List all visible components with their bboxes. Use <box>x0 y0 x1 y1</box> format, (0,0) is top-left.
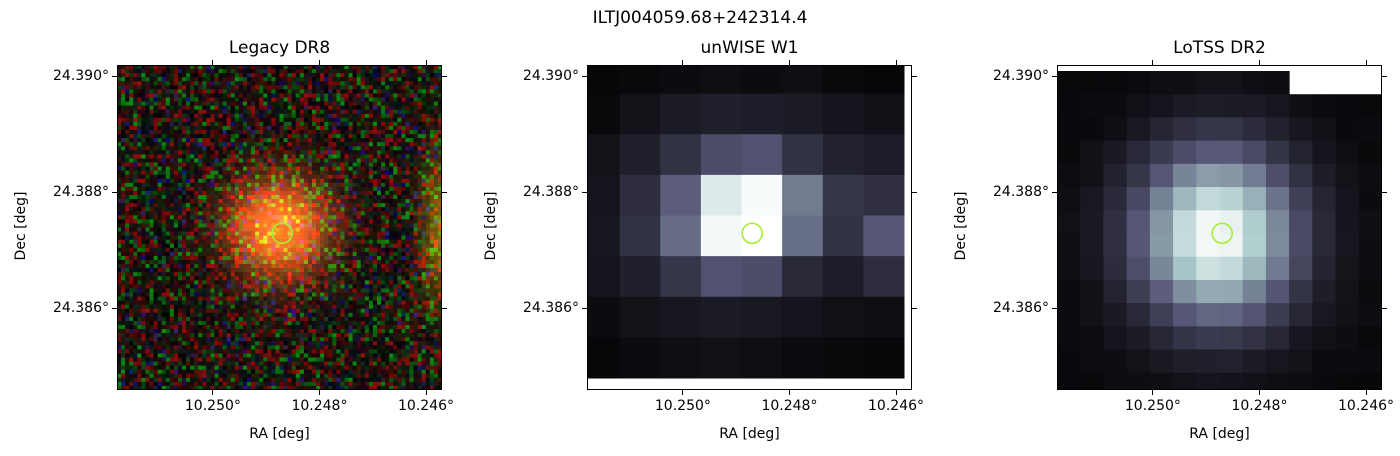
x-tick-mark-top <box>1152 60 1154 65</box>
y-tick-label: 24.386° <box>523 299 579 316</box>
x-tick-mark <box>895 390 897 395</box>
y-tick-mark-right <box>912 308 917 310</box>
x-tick-mark-top <box>425 60 427 65</box>
y-tick-mark <box>112 308 117 310</box>
y-tick-mark-right <box>1382 308 1387 310</box>
y-tick-mark-right <box>912 76 917 78</box>
axes-frame <box>1057 65 1382 390</box>
x-tick-mark-top <box>682 60 684 65</box>
x-tick-label: 10.250° <box>654 398 711 414</box>
y-tick-mark <box>582 308 587 310</box>
x-tick-label: 10.246° <box>868 398 925 414</box>
axes-frame <box>117 65 442 390</box>
x-tick-label: 10.250° <box>184 398 241 414</box>
x-tick-mark <box>212 390 214 395</box>
x-tick-mark <box>788 390 790 395</box>
y-tick-mark <box>112 192 117 194</box>
y-tick-mark-right <box>912 192 917 194</box>
panel-title-legacy: Legacy DR8 <box>228 38 331 58</box>
unwise-pixels <box>587 65 905 379</box>
panel-title-lotss: LoTSS DR2 <box>1173 38 1266 58</box>
x-tick-mark <box>682 390 684 395</box>
optical-pixels <box>117 65 442 390</box>
y-tick-mark <box>582 76 587 78</box>
x-axis-label-legacy: RA [deg] <box>249 426 310 442</box>
y-tick-label: 24.390° <box>523 67 579 84</box>
y-tick-label: 24.386° <box>993 299 1049 316</box>
source-marker-circle <box>741 222 763 245</box>
legacy-image-axes <box>117 65 442 390</box>
x-tick-mark <box>1152 390 1154 395</box>
y-tick-mark <box>1052 76 1057 78</box>
unwise-image-axes <box>587 65 912 390</box>
x-tick-mark-top <box>318 60 320 65</box>
figure-title: ILTJ004059.68+242314.4 <box>592 8 808 28</box>
image-svg <box>1057 65 1382 390</box>
y-tick-mark-right <box>1382 192 1387 194</box>
x-tick-mark-top <box>788 60 790 65</box>
x-tick-mark-top <box>1258 60 1260 65</box>
x-tick-label: 10.246° <box>1338 398 1395 414</box>
x-tick-mark <box>318 390 320 395</box>
y-tick-mark-right <box>442 308 447 310</box>
y-tick-label: 24.386° <box>53 299 109 316</box>
axes-frame <box>587 65 912 390</box>
y-tick-label: 24.388° <box>993 183 1049 200</box>
y-tick-label: 24.390° <box>993 67 1049 84</box>
x-axis-label-lotss: RA [deg] <box>1189 426 1250 442</box>
y-tick-mark-right <box>1382 76 1387 78</box>
source-marker-circle <box>271 222 293 245</box>
y-tick-mark <box>582 192 587 194</box>
y-tick-mark-right <box>442 76 447 78</box>
y-tick-label: 24.388° <box>53 183 109 200</box>
y-tick-label: 24.388° <box>523 183 579 200</box>
x-tick-mark-top <box>212 60 214 65</box>
x-tick-mark <box>1365 390 1367 395</box>
x-tick-mark-top <box>1365 60 1367 65</box>
y-tick-mark-right <box>442 192 447 194</box>
panel-title-unwise: unWISE W1 <box>700 38 799 58</box>
x-tick-mark <box>425 390 427 395</box>
image-svg <box>587 65 912 390</box>
y-tick-mark <box>112 76 117 78</box>
y-tick-mark <box>1052 308 1057 310</box>
x-tick-label: 10.246° <box>398 398 455 414</box>
x-tick-label: 10.248° <box>761 398 818 414</box>
source-marker-circle <box>1211 222 1233 245</box>
x-axis-label-unwise: RA [deg] <box>719 426 780 442</box>
y-tick-label: 24.390° <box>53 67 109 84</box>
image-svg <box>117 65 442 390</box>
x-tick-label: 10.250° <box>1124 398 1181 414</box>
y-tick-mark <box>1052 192 1057 194</box>
x-tick-label: 10.248° <box>1231 398 1288 414</box>
lotss-image-axes <box>1057 65 1382 390</box>
lotss-pixels <box>1057 71 1382 390</box>
x-tick-mark <box>1258 390 1260 395</box>
x-tick-label: 10.248° <box>291 398 348 414</box>
x-tick-mark-top <box>895 60 897 65</box>
